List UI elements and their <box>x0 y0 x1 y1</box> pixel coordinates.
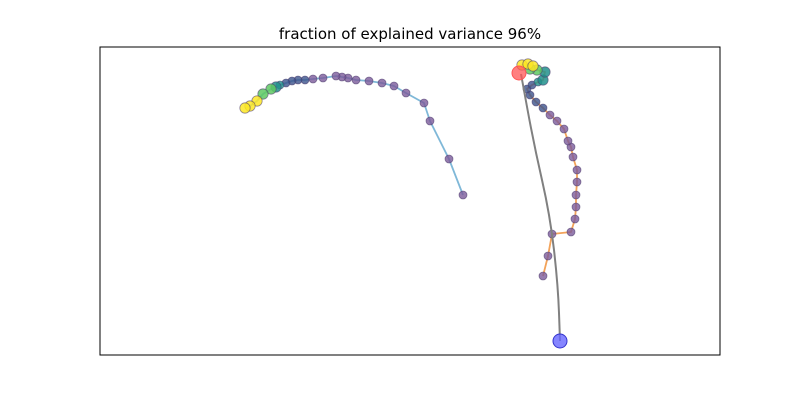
trajectory-2-point <box>563 136 573 146</box>
trajectory-2-point <box>572 177 582 187</box>
start-marker <box>511 65 527 81</box>
trajectory-2-point <box>527 60 539 72</box>
trajectory-2-point <box>559 124 569 134</box>
trajectory-1-point <box>401 88 411 98</box>
trajectory-2-point <box>572 165 582 175</box>
trajectory-1-point <box>389 81 399 91</box>
chart-title: fraction of explained variance 96% <box>279 25 541 43</box>
plot-area <box>99 46 721 356</box>
trajectory-1-point <box>351 75 361 85</box>
trajectory-1-point <box>265 83 277 95</box>
gray-curve <box>520 73 561 342</box>
trajectory-1-point <box>364 76 374 86</box>
trajectory-1-point <box>419 98 429 108</box>
plot-layer <box>239 58 582 349</box>
trajectory-1-point <box>377 78 387 88</box>
trajectory-2-point <box>570 214 580 224</box>
trajectory-2-point <box>531 97 541 107</box>
trajectory-1-point <box>444 154 454 164</box>
trajectory-2-point <box>568 152 578 162</box>
trajectory-2-point <box>571 190 581 200</box>
trajectory-2-point <box>545 110 555 120</box>
trajectory-2-point <box>571 202 581 212</box>
trajectory-2-point <box>538 271 548 281</box>
trajectory-1-point <box>458 190 468 200</box>
trajectory-1-point <box>318 73 328 83</box>
trajectory-2-point <box>543 251 553 261</box>
trajectory-1-point <box>425 116 435 126</box>
trajectory-2-point <box>552 116 562 126</box>
trajectory-2-point <box>538 103 548 113</box>
trajectory-1-point <box>239 102 251 114</box>
trajectory-2-point <box>566 227 576 237</box>
trajectory-1-point <box>308 74 318 84</box>
end-marker <box>552 333 568 349</box>
trajectory-1-point <box>331 71 341 81</box>
